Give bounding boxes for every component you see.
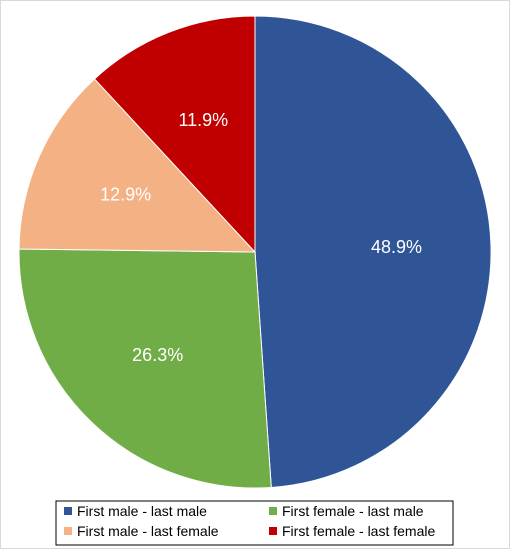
slice-label-first-male-last-female: 12.9%: [100, 185, 151, 205]
slice-label-first-female-last-male: 26.3%: [132, 345, 183, 365]
legend: First male - last male First female - las…: [55, 500, 454, 546]
legend-swatch-first-male-last-female: [64, 527, 72, 535]
pie-slice-first-male-last-female: [18, 78, 257, 253]
legend-label-first-male-last-male: First male - last male: [77, 503, 207, 519]
legend-swatch-first-male-last-male: [64, 507, 72, 515]
pie-slices: [18, 15, 492, 489]
legend-label-first-female-last-male: First female - last male: [282, 503, 424, 519]
legend-swatch-first-female-last-female: [269, 527, 277, 535]
pie-slice-first-male-last-male: [254, 15, 492, 488]
legend-label-first-female-last-female: First female - last female: [282, 523, 435, 539]
slice-label-first-male-last-male: 48.9%: [371, 237, 422, 257]
legend-label-first-male-last-female: First male - last female: [77, 523, 219, 539]
slice-labels: 48.9% 26.3% 12.9% 11.9%: [100, 110, 422, 365]
pie-slice-first-female-last-female: [93, 15, 256, 254]
legend-swatch-first-female-last-male: [269, 507, 277, 515]
pie-slice-first-female-last-male: [18, 248, 272, 489]
legend-box: [55, 500, 454, 546]
slice-label-first-female-last-female: 11.9%: [178, 110, 228, 130]
